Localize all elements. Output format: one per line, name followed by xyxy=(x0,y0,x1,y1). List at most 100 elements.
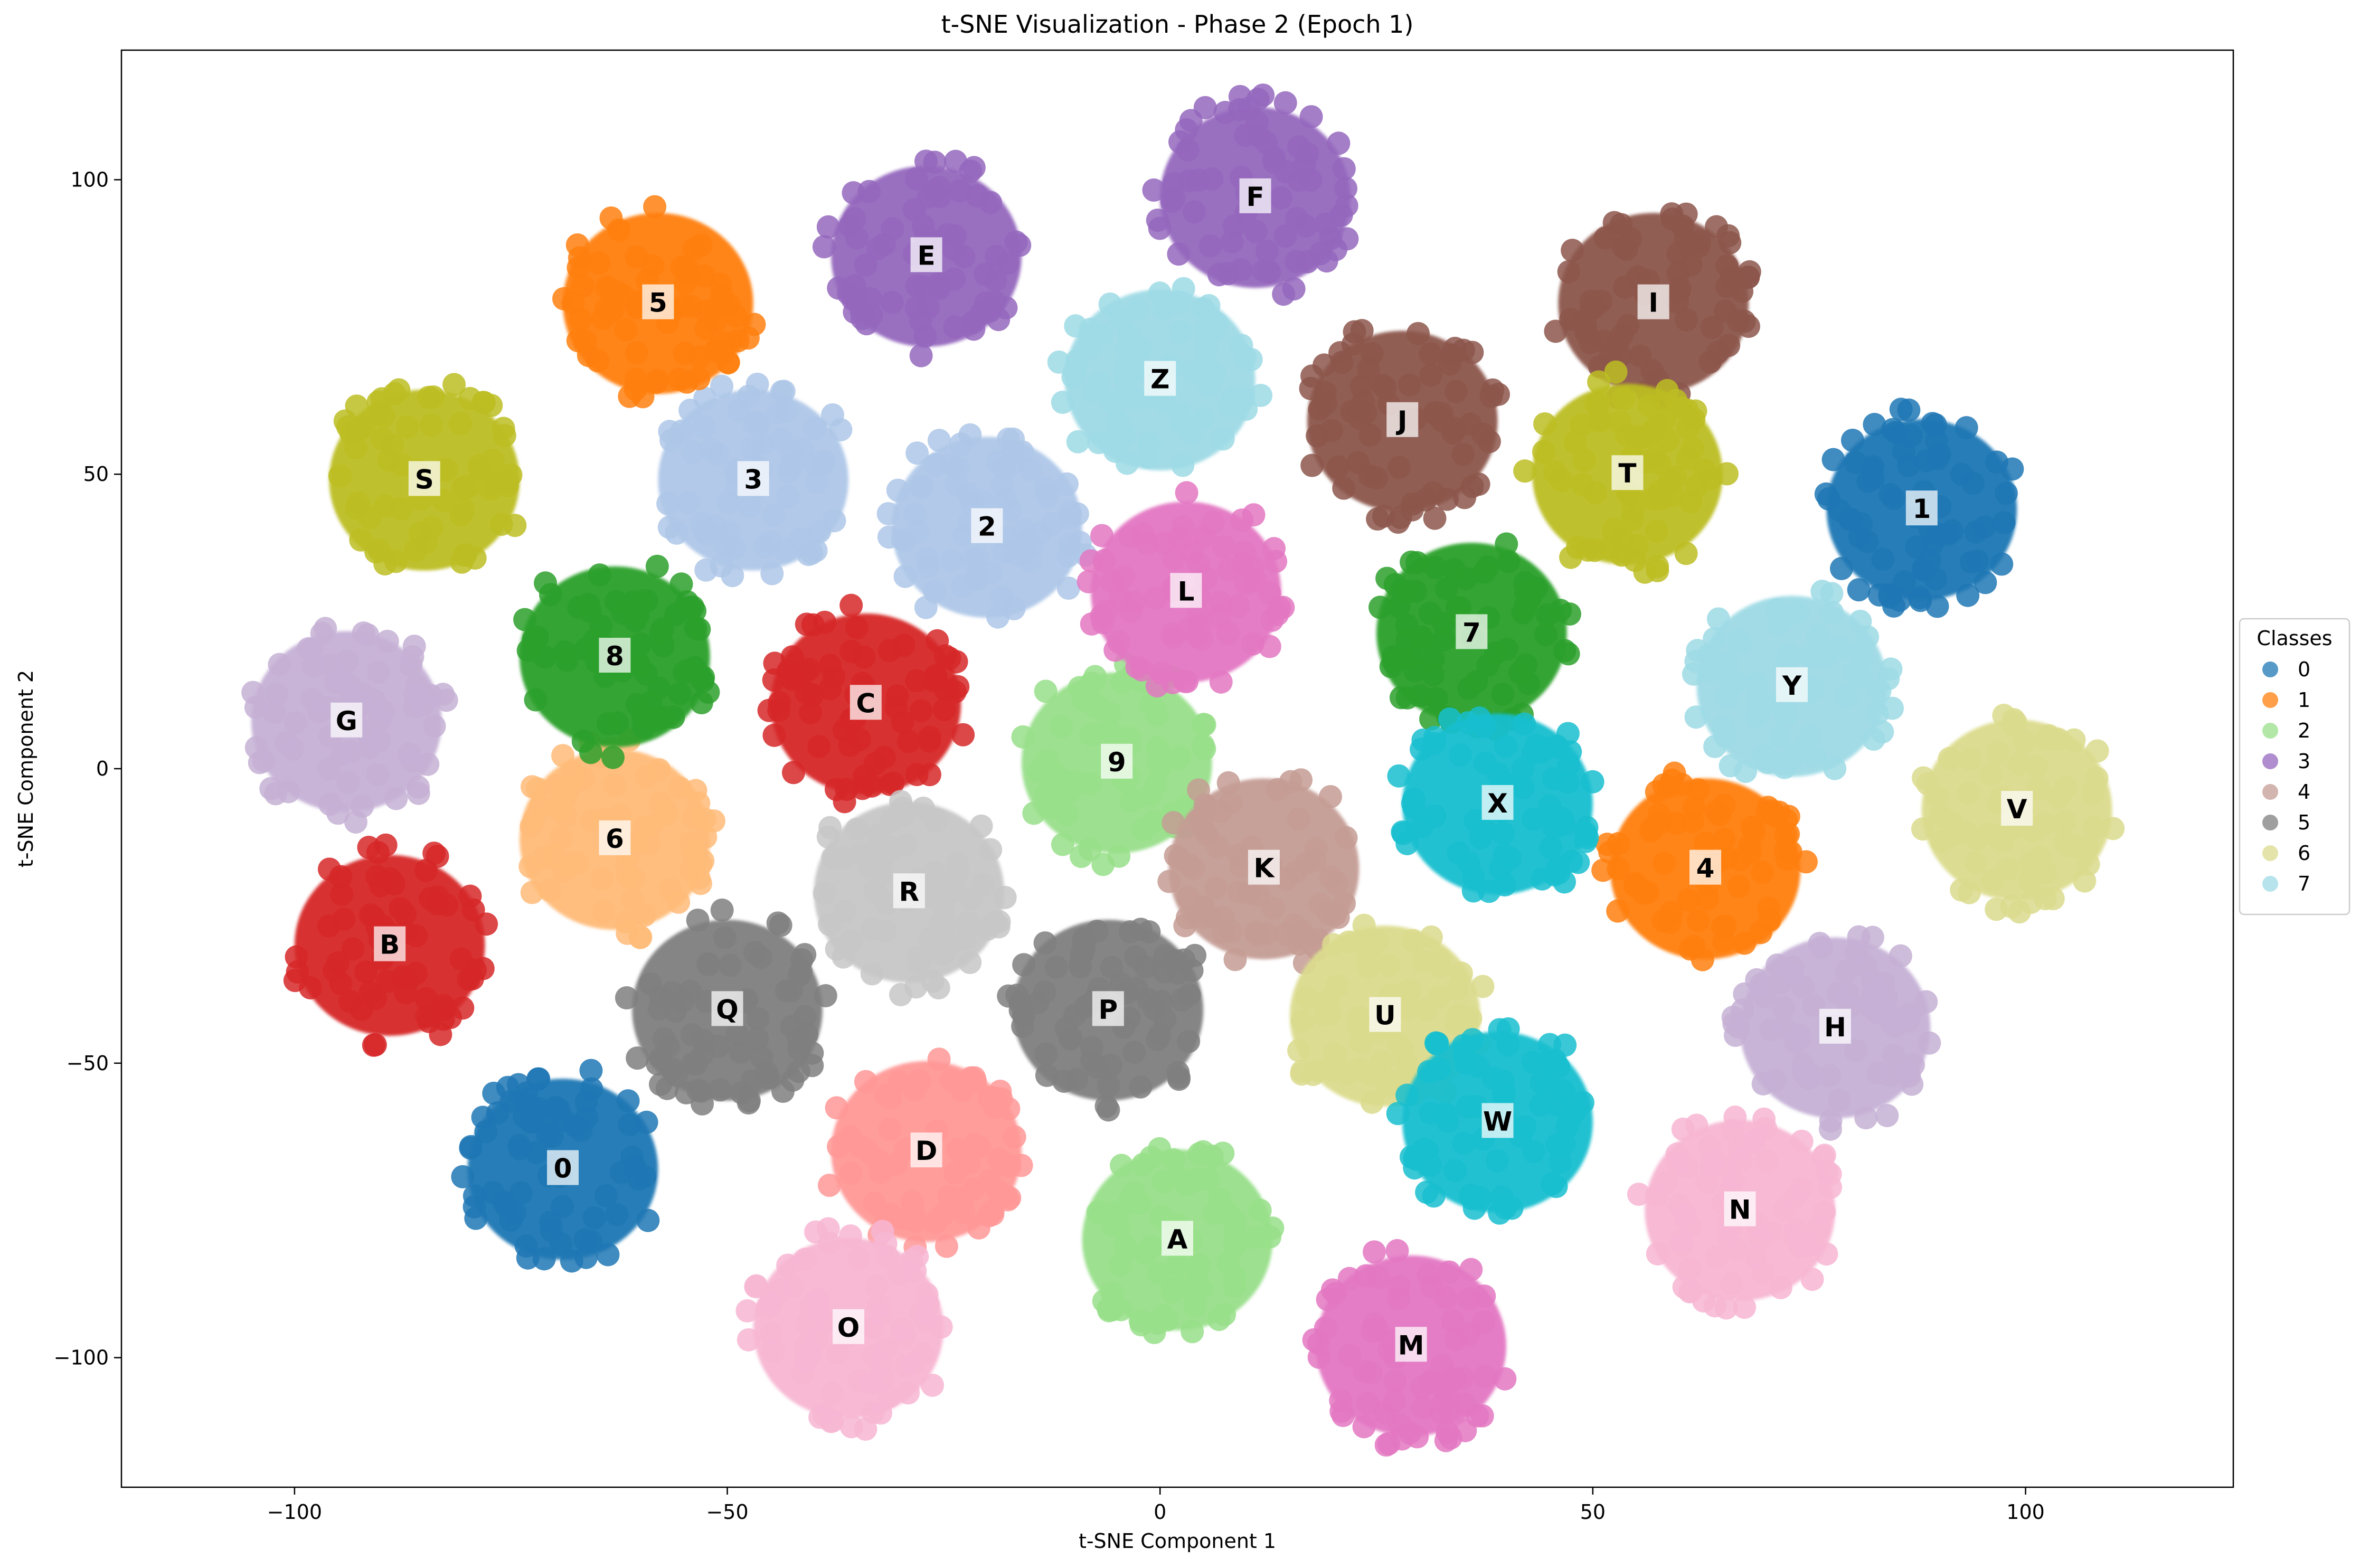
legend-marker-0 xyxy=(2262,662,2278,677)
scatter-point xyxy=(449,947,473,971)
scatter-point xyxy=(956,911,980,934)
scatter-point xyxy=(852,645,876,669)
cluster-label-box xyxy=(737,461,769,496)
scatter-point xyxy=(643,195,667,219)
scatter-point xyxy=(1955,820,1978,844)
scatter-point xyxy=(1162,1148,1186,1172)
cluster-label-I: I xyxy=(1648,288,1658,318)
scatter-point xyxy=(635,1110,658,1134)
scatter-point xyxy=(789,960,813,984)
cluster-label-box xyxy=(1101,743,1133,779)
scatter-point xyxy=(571,274,594,298)
scatter-point xyxy=(399,654,423,677)
scatter-point xyxy=(1167,401,1191,425)
scatter-point xyxy=(1602,211,1626,234)
scatter-point xyxy=(1187,1253,1211,1277)
scatter-point xyxy=(914,149,938,173)
scatter-point xyxy=(1398,373,1421,396)
scatter-point xyxy=(999,498,1023,522)
scatter-point xyxy=(471,1106,495,1129)
scatter-point xyxy=(1176,885,1200,909)
scatter-point xyxy=(1131,522,1155,546)
scatter-point xyxy=(1419,342,1442,366)
scatter-point xyxy=(426,844,449,868)
scatter-point xyxy=(1164,844,1187,867)
scatter-point xyxy=(1144,773,1168,797)
scatter-point xyxy=(1193,737,1216,761)
cluster-label-box xyxy=(1386,402,1419,437)
scatter-point xyxy=(1923,413,1947,437)
scatter-point xyxy=(1428,948,1451,971)
scatter-point xyxy=(1229,854,1253,878)
scatter-point xyxy=(1147,1261,1171,1285)
scatter-point xyxy=(708,1078,732,1102)
scatter-point xyxy=(442,373,466,396)
scatter-point xyxy=(932,698,956,722)
scatter-point xyxy=(1578,331,1602,355)
scatter-point xyxy=(1404,580,1428,603)
scatter-point xyxy=(1496,1033,1520,1057)
scatter-point xyxy=(387,378,411,402)
scatter-point xyxy=(1275,867,1298,891)
scatter-point xyxy=(1774,808,1798,832)
scatter-point xyxy=(496,1075,520,1099)
scatter-point xyxy=(710,898,734,922)
scatter-point xyxy=(614,318,638,342)
scatter-point xyxy=(451,498,475,522)
scatter-point xyxy=(952,1201,976,1224)
cluster-label-box xyxy=(893,873,925,909)
scatter-point xyxy=(1974,571,1997,594)
scatter-point xyxy=(1102,427,1126,450)
scatter-point xyxy=(1066,430,1090,454)
scatter-point xyxy=(1682,662,1705,686)
scatter-point xyxy=(805,1287,829,1311)
scatter-point xyxy=(1134,1242,1158,1265)
scatter-point xyxy=(1753,985,1777,1008)
scatter-point xyxy=(1750,861,1774,884)
scatter-point xyxy=(1514,653,1538,677)
y-axis-ticks: −100 −50 0 50 100 xyxy=(54,168,121,1369)
scatter-point xyxy=(1587,370,1611,394)
scatter-point xyxy=(1153,1007,1177,1031)
scatter-point xyxy=(1421,663,1445,687)
scatter-point xyxy=(762,723,786,747)
scatter-point xyxy=(1990,552,2014,576)
scatter-point xyxy=(1721,1119,1744,1142)
scatter-point xyxy=(356,623,380,647)
scatter-point xyxy=(713,926,737,950)
scatter-point xyxy=(680,1023,704,1046)
scatter-point xyxy=(1134,955,1157,979)
scatter-point xyxy=(1287,1038,1310,1062)
scatter-point xyxy=(774,539,798,562)
scatter-point xyxy=(625,245,648,269)
scatter-point xyxy=(2035,728,2059,751)
scatter-point xyxy=(1740,815,1764,839)
scatter-point xyxy=(1557,260,1581,284)
scatter-point xyxy=(1269,186,1292,210)
scatter-point xyxy=(1187,778,1211,802)
scatter-point xyxy=(590,867,613,891)
scatter-point xyxy=(369,874,393,898)
legend-marker-4 xyxy=(2262,784,2278,800)
scatter-point xyxy=(1192,297,1215,320)
y-tick-label: 100 xyxy=(70,168,109,191)
legend-box xyxy=(2239,618,2350,915)
cluster-label-N: N xyxy=(1729,1195,1751,1225)
scatter-point xyxy=(1754,1117,1778,1140)
scatter-point xyxy=(750,1045,773,1069)
scatter-point xyxy=(1964,520,1988,544)
scatter-point xyxy=(1254,922,1278,946)
scatter-point xyxy=(265,682,289,706)
scatter-point xyxy=(384,550,408,573)
scatter-point xyxy=(1245,110,1269,134)
scatter-point xyxy=(1733,1296,1757,1319)
scatter-point xyxy=(363,1033,387,1056)
scatter-point xyxy=(2004,710,2027,734)
scatter-point xyxy=(407,776,430,799)
scatter-point xyxy=(328,464,352,488)
scatter-point xyxy=(1465,670,1488,694)
scatter-point xyxy=(1169,320,1193,344)
scatter-point xyxy=(1700,316,1724,339)
scatter-point xyxy=(792,660,816,684)
scatter-point xyxy=(1108,1253,1132,1277)
